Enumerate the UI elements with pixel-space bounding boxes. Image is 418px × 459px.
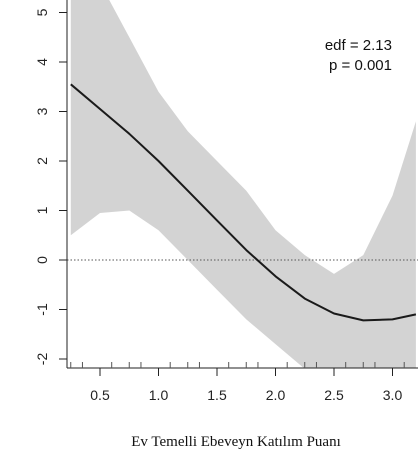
y-tick-label: 0: [34, 256, 50, 264]
y-tick-label: 2: [34, 157, 50, 165]
x-tick-label: 2.0: [266, 387, 286, 403]
annotations: edf = 2.13 p = 0.001: [325, 37, 392, 74]
x-tick-label: 3.0: [383, 387, 403, 403]
plot-area: [67, 0, 418, 368]
y-tick-label: 1: [34, 206, 50, 214]
y-tick-label: -2: [34, 353, 50, 366]
x-tick-label: 1.5: [207, 387, 227, 403]
y-tick-label: 3: [34, 107, 50, 115]
x-tick-label: 2.5: [324, 387, 344, 403]
y-tick-label: 4: [34, 58, 50, 66]
y-tick-label: 5: [34, 8, 50, 16]
smooth-curve: [70, 83, 417, 322]
x-tick-label: 1.0: [149, 387, 169, 403]
confidence-band: [70, 0, 416, 368]
y-axis: -2 -1 0 1 2 3 4 5: [34, 0, 68, 368]
edf-annotation: edf = 2.13: [325, 37, 392, 54]
x-axis-label: Ev Temelli Ebeveyn Katılım Puanı: [131, 434, 340, 450]
p-value-annotation: p = 0.001: [329, 57, 392, 74]
y-tick-label: -1: [34, 303, 50, 316]
x-axis: 0.5 1.0 1.5 2.0 2.5 3.0: [67, 362, 418, 403]
x-tick-label: 0.5: [90, 387, 110, 403]
